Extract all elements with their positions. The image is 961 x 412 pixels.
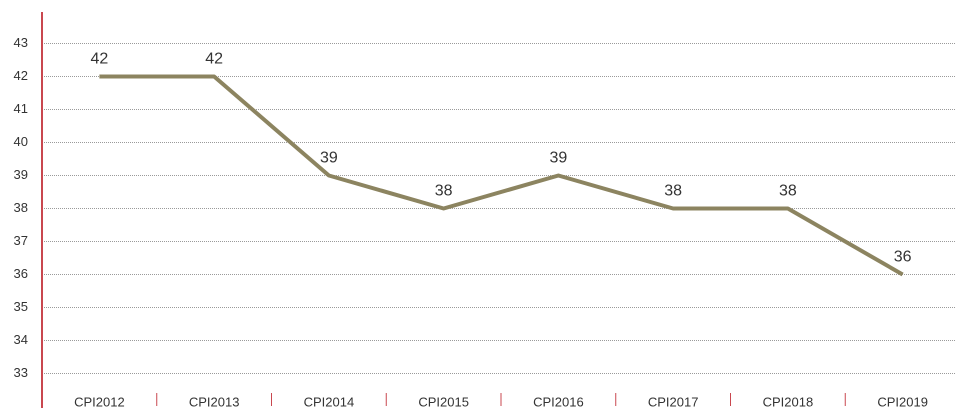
y-tick-label: 40 (14, 134, 28, 149)
x-tick-label: CPI2015 (418, 394, 469, 409)
x-tick-label: CPI2014 (304, 394, 355, 409)
x-tick-label: CPI2012 (74, 394, 125, 409)
y-tick-label: 33 (14, 365, 28, 380)
y-tick-label: 41 (14, 101, 28, 116)
x-tick-label: CPI2013 (189, 394, 240, 409)
x-tick-label: CPI2017 (648, 394, 699, 409)
data-label: 39 (549, 150, 567, 167)
data-line (99, 74, 904, 277)
y-tick-label: 34 (14, 332, 28, 347)
data-label: 42 (205, 51, 223, 68)
data-label: 42 (90, 51, 108, 68)
y-tick-label: 35 (14, 299, 28, 314)
y-tick-label: 37 (14, 233, 28, 248)
data-label: 38 (435, 183, 453, 200)
y-tick-label: 42 (14, 68, 28, 83)
y-tick-label: 36 (14, 266, 28, 281)
data-label: 39 (320, 150, 338, 167)
y-tick-label: 39 (14, 167, 28, 182)
x-tick-label: CPI2018 (763, 394, 814, 409)
data-label: 36 (894, 249, 912, 266)
y-tick-label: 43 (14, 35, 28, 50)
x-tick-label: CPI2016 (533, 394, 584, 409)
x-tick-label: CPI2019 (877, 394, 928, 409)
data-label: 38 (779, 183, 797, 200)
y-tick-label: 38 (14, 200, 28, 215)
data-label: 38 (664, 183, 682, 200)
